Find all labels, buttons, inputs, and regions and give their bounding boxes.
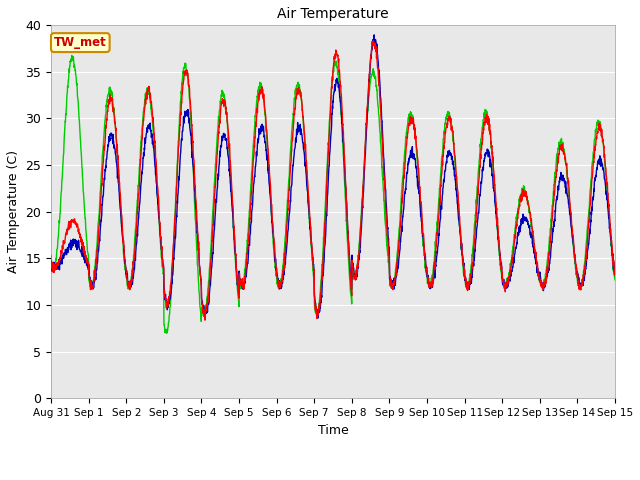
Title: Air Temperature: Air Temperature [277,7,389,21]
Y-axis label: Air Temperature (C): Air Temperature (C) [7,150,20,273]
X-axis label: Time: Time [317,424,348,437]
Text: TW_met: TW_met [54,36,107,49]
